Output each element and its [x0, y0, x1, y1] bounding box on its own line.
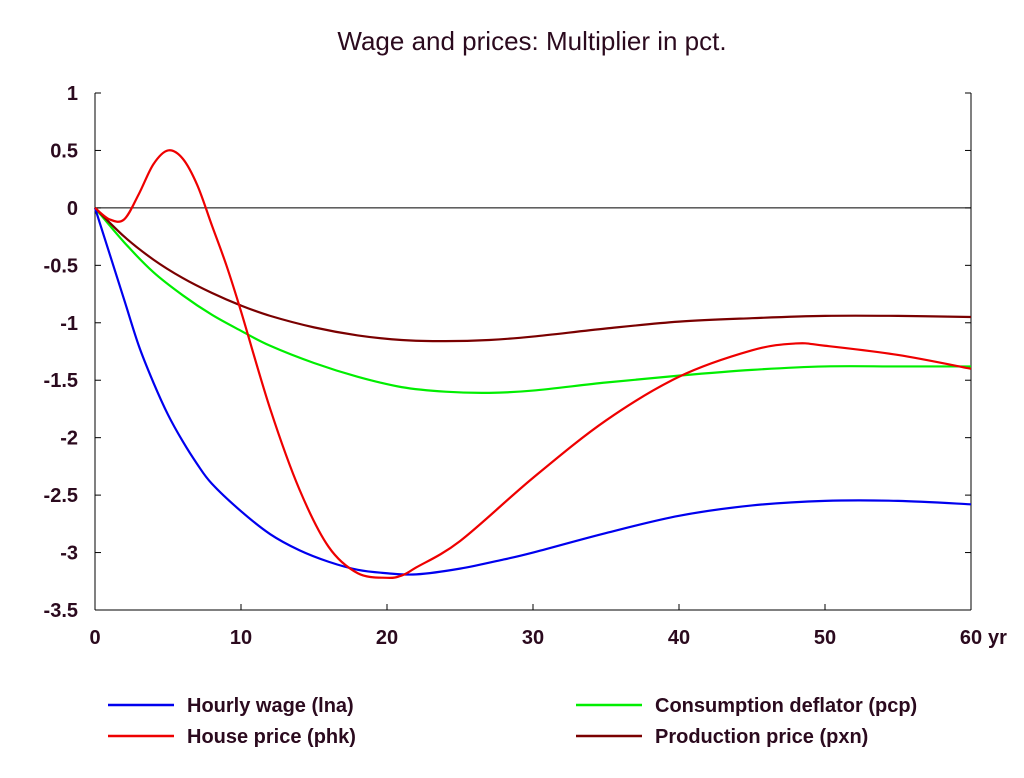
y-tick-label: -3.5	[44, 600, 78, 622]
legend-label: Production price (pxn)	[655, 726, 868, 748]
y-tick-label: 0	[67, 198, 78, 220]
x-tick-label: 50	[814, 627, 836, 649]
y-tick-label: -2.5	[44, 485, 78, 507]
legend-label: Consumption deflator (pcp)	[655, 695, 917, 717]
series-line-house-price-phk	[94, 149, 972, 580]
series-line-consumption-deflator-pcp	[94, 207, 971, 395]
x-tick-label: 30	[522, 627, 544, 649]
axes	[94, 92, 972, 611]
legend-item: Hourly wage (lna)	[108, 695, 354, 717]
chart-title: Wage and prices: Multiplier in pct.	[337, 26, 726, 56]
legend: Hourly wage (lna) House price (phk) Consum…	[108, 695, 917, 748]
tick-labels: 1 0.5 0 -0.5 -1 -1.5 -2 -2.5 -3 -3.5 0 10 20 30 40 50 60…	[44, 83, 1008, 649]
legend-label: House price (phk)	[187, 726, 356, 748]
x-tick-label: 20	[376, 627, 398, 649]
y-tick-label: 0.5	[50, 140, 78, 162]
x-tick-label: 40	[668, 627, 690, 649]
x-unit-label: yr	[988, 627, 1007, 649]
y-tick-label: 1	[67, 83, 78, 105]
legend-item: Consumption deflator (pcp)	[576, 695, 917, 717]
y-tick-label: -1	[60, 313, 78, 335]
series-line-hourly-wage-lna	[93, 207, 972, 576]
x-tick-label: 0	[89, 627, 100, 649]
x-tick-label: 60	[960, 627, 982, 649]
legend-item: House price (phk)	[108, 726, 356, 748]
x-tick-label: 10	[230, 627, 252, 649]
y-tick-label: -0.5	[44, 255, 78, 277]
series-line-production-price-pxn	[94, 207, 972, 343]
y-tick-label: -1.5	[44, 370, 78, 392]
legend-item: Production price (pxn)	[576, 726, 868, 748]
legend-label: Hourly wage (lna)	[187, 695, 354, 717]
series-lines	[93, 149, 972, 580]
y-tick-label: -2	[60, 428, 78, 450]
y-tick-label: -3	[60, 543, 78, 565]
